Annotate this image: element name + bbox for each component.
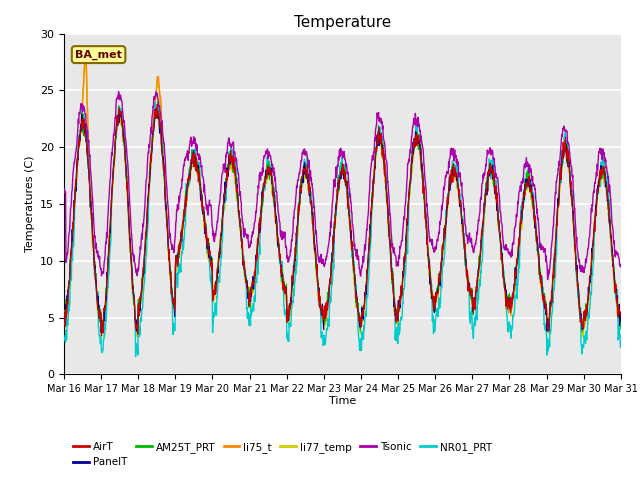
Title: Temperature: Temperature (294, 15, 391, 30)
Text: BA_met: BA_met (75, 49, 122, 60)
Legend: AirT, PanelT, AM25T_PRT, li75_t, li77_temp, Tsonic, NR01_PRT: AirT, PanelT, AM25T_PRT, li75_t, li77_te… (69, 438, 496, 471)
Y-axis label: Temperatures (C): Temperatures (C) (24, 156, 35, 252)
X-axis label: Time: Time (329, 396, 356, 406)
